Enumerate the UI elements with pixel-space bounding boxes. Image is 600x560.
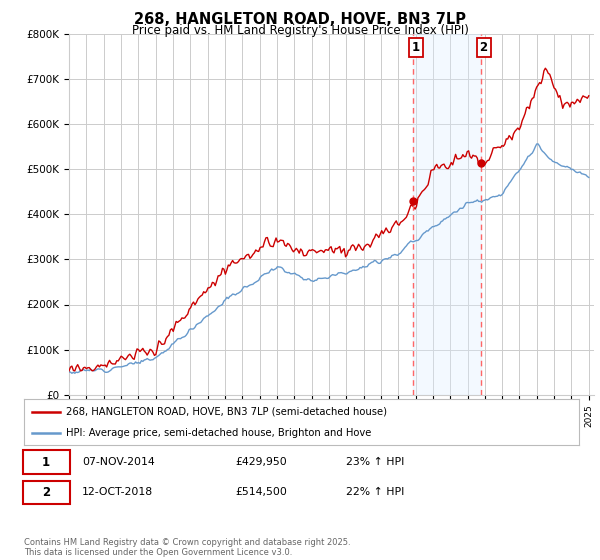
Text: 268, HANGLETON ROAD, HOVE, BN3 7LP: 268, HANGLETON ROAD, HOVE, BN3 7LP — [134, 12, 466, 27]
Text: 2: 2 — [42, 486, 50, 499]
Text: 12-OCT-2018: 12-OCT-2018 — [82, 487, 154, 497]
Text: 268, HANGLETON ROAD, HOVE, BN3 7LP (semi-detached house): 268, HANGLETON ROAD, HOVE, BN3 7LP (semi… — [65, 407, 386, 417]
Text: 1: 1 — [42, 455, 50, 469]
Text: 1: 1 — [412, 41, 419, 54]
Bar — [413, 34, 481, 395]
FancyBboxPatch shape — [23, 480, 70, 504]
Text: Price paid vs. HM Land Registry's House Price Index (HPI): Price paid vs. HM Land Registry's House … — [131, 24, 469, 36]
Text: 2: 2 — [479, 41, 488, 54]
Text: HPI: Average price, semi-detached house, Brighton and Hove: HPI: Average price, semi-detached house,… — [65, 428, 371, 438]
Text: £514,500: £514,500 — [235, 487, 287, 497]
Text: 22% ↑ HPI: 22% ↑ HPI — [346, 487, 404, 497]
Text: 23% ↑ HPI: 23% ↑ HPI — [346, 457, 404, 467]
FancyBboxPatch shape — [23, 450, 70, 474]
Text: 07-NOV-2014: 07-NOV-2014 — [82, 457, 155, 467]
Text: £429,950: £429,950 — [235, 457, 287, 467]
Text: Contains HM Land Registry data © Crown copyright and database right 2025.
This d: Contains HM Land Registry data © Crown c… — [24, 538, 350, 557]
